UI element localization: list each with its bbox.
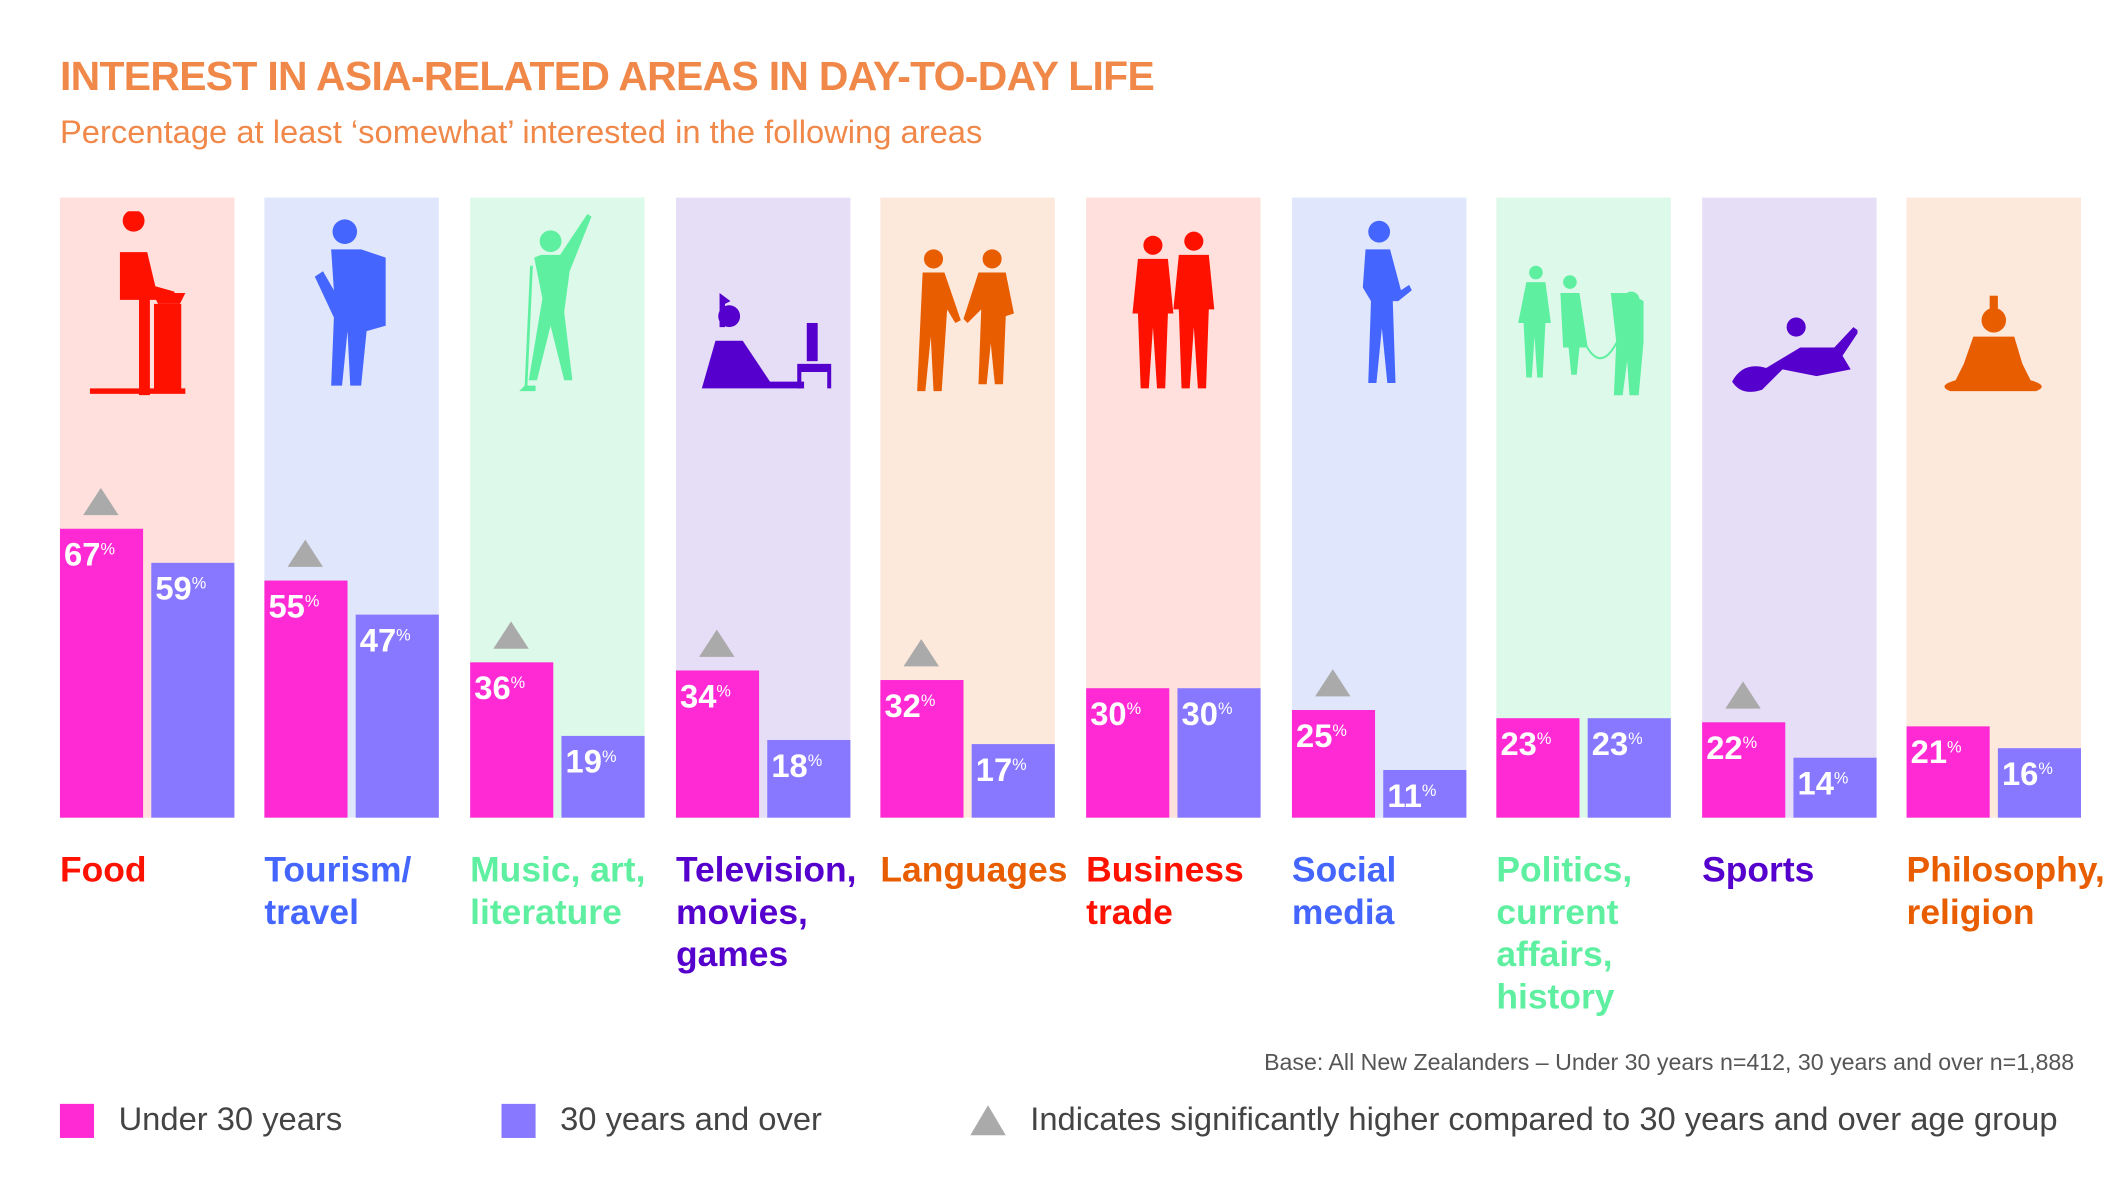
significance-triangle-icon bbox=[1315, 668, 1351, 697]
chef-icon bbox=[89, 211, 186, 396]
bar-under30: 36% bbox=[470, 662, 554, 818]
data-label-under30: 32% bbox=[884, 687, 936, 725]
bar-over30: 17% bbox=[971, 744, 1055, 818]
data-label-under30: 55% bbox=[268, 588, 320, 626]
singer-icon bbox=[519, 213, 592, 392]
data-label-under30: 36% bbox=[474, 670, 526, 708]
category-panel: 30% 30% bbox=[1086, 197, 1261, 818]
category-label: Food bbox=[59, 849, 147, 890]
significance-triangle-icon bbox=[493, 621, 529, 649]
triangle-icon bbox=[970, 1105, 1006, 1136]
data-label-over30: 11% bbox=[1387, 778, 1437, 816]
data-label-under30: 30% bbox=[1090, 696, 1142, 734]
legend-label-under30: Under 30 years bbox=[118, 1101, 343, 1138]
data-label-over30: 18% bbox=[771, 748, 823, 785]
significance-triangle-icon bbox=[83, 487, 119, 515]
bar-over30: 16% bbox=[1997, 748, 2081, 818]
bar-under30: 23% bbox=[1496, 718, 1580, 818]
category-panel: 32% 17% bbox=[880, 197, 1055, 818]
category-label: Music, art, literature bbox=[470, 849, 646, 933]
athlete-icon bbox=[1732, 317, 1858, 392]
data-label-over30: 14% bbox=[1797, 765, 1849, 803]
legend-label-over30: 30 years and over bbox=[560, 1101, 822, 1138]
legend-swatch-over30 bbox=[501, 1103, 536, 1138]
data-label-under30: 22% bbox=[1706, 730, 1758, 768]
data-label-under30: 25% bbox=[1296, 717, 1347, 755]
bar-under30: 21% bbox=[1906, 726, 1990, 818]
significance-triangle-icon bbox=[287, 539, 323, 567]
bar-over30: 47% bbox=[355, 614, 439, 818]
bar-over30: 18% bbox=[767, 739, 851, 818]
bar-over30: 19% bbox=[561, 735, 645, 818]
significance-triangle-icon bbox=[903, 638, 939, 666]
category-panel: 23% 23% bbox=[1496, 197, 1671, 818]
category-panel: 34% 18% bbox=[675, 197, 851, 818]
handshake-icon bbox=[917, 249, 1014, 392]
category-label: Sports bbox=[1702, 849, 1815, 890]
category-panel: 22% 14% bbox=[1702, 197, 1877, 818]
bar-over30: 59% bbox=[151, 562, 235, 818]
category-label: Philosophy, religion bbox=[1906, 849, 2105, 933]
bar-under30: 30% bbox=[1086, 688, 1170, 818]
legend-under30: Under 30 years bbox=[59, 1101, 343, 1139]
phone-user-icon bbox=[1362, 220, 1412, 383]
category-label: Television, movies, games bbox=[675, 849, 857, 975]
category-label: Politics, current affairs, history bbox=[1496, 849, 1633, 1017]
data-label-over30: 16% bbox=[2001, 756, 2053, 794]
category-panel: 55% 47% bbox=[264, 197, 439, 818]
backpacker-icon bbox=[314, 219, 386, 386]
bar-under30: 25% bbox=[1291, 709, 1376, 818]
bar-under30: 55% bbox=[264, 580, 348, 818]
bar-over30: 11% bbox=[1383, 770, 1467, 818]
legend-label-triangle: Indicates significantly higher compared … bbox=[1030, 1101, 2058, 1138]
base-note: Base: All New Zealanders – Under 30 year… bbox=[1264, 1049, 2075, 1076]
chart-title: INTEREST IN ASIA-RELATED AREAS IN DAY-TO… bbox=[59, 54, 1155, 100]
reporter-icon bbox=[1518, 265, 1644, 396]
data-label-over30: 59% bbox=[155, 570, 207, 608]
legend-swatch-under30 bbox=[59, 1103, 95, 1138]
category-label: Languages bbox=[880, 849, 1068, 890]
data-label-over30: 19% bbox=[565, 743, 617, 781]
category-panel: 21% 16% bbox=[1906, 197, 2081, 818]
category-label: Business trade bbox=[1086, 849, 1244, 933]
significance-triangle-icon bbox=[1725, 681, 1761, 709]
businessmen-icon bbox=[1132, 231, 1215, 389]
bar-under30: 67% bbox=[59, 528, 144, 818]
bar-under30: 32% bbox=[880, 679, 964, 818]
data-label-under30: 34% bbox=[680, 678, 731, 716]
chart-subtitle: Percentage at least ‘somewhat’ intereste… bbox=[59, 114, 983, 152]
legend-triangle: Indicates significantly higher compared … bbox=[970, 1101, 2058, 1139]
bar-over30: 23% bbox=[1587, 718, 1671, 818]
bar-over30: 30% bbox=[1177, 688, 1261, 818]
data-label-over30: 17% bbox=[975, 752, 1027, 790]
category-panel: 36% 19% bbox=[470, 197, 645, 818]
bar-under30: 22% bbox=[1702, 722, 1786, 818]
data-label-over30: 30% bbox=[1181, 696, 1233, 734]
data-label-under30: 67% bbox=[64, 536, 115, 574]
data-label-over30: 47% bbox=[359, 622, 411, 660]
data-label-over30: 23% bbox=[1591, 726, 1643, 764]
buddha-icon bbox=[1944, 295, 2042, 392]
category-label: Social media bbox=[1291, 849, 1397, 933]
data-label-under30: 21% bbox=[1910, 735, 1962, 772]
legend-over30: 30 years and over bbox=[501, 1101, 822, 1139]
data-label-under30: 23% bbox=[1500, 726, 1552, 764]
significance-triangle-icon bbox=[699, 629, 735, 658]
category-panel: 25% 11% bbox=[1291, 197, 1467, 818]
tv-viewer-icon bbox=[701, 293, 832, 389]
bar-under30: 34% bbox=[675, 670, 760, 818]
category-label: Tourism/ travel bbox=[264, 849, 412, 933]
category-panel: 67% 59% bbox=[59, 197, 235, 818]
bar-over30: 14% bbox=[1793, 757, 1877, 818]
